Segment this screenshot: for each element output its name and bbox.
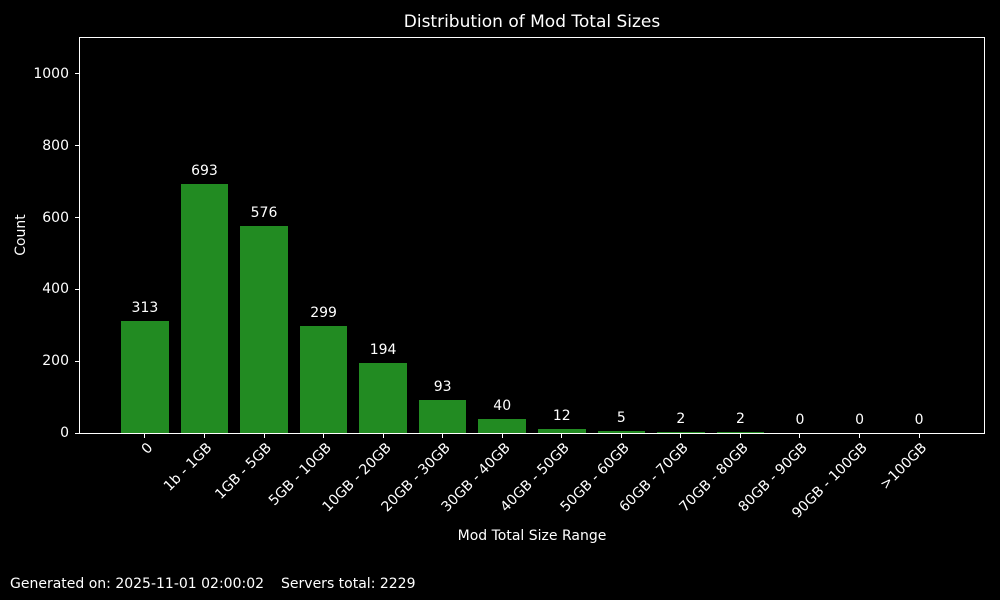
x-tick-mark bbox=[323, 434, 325, 438]
bar-value-label: 2 bbox=[735, 411, 745, 428]
x-tick-mark bbox=[203, 434, 205, 438]
bar-value-label: 576 bbox=[250, 205, 278, 222]
x-tick-mark bbox=[442, 434, 444, 438]
y-tick-mark bbox=[75, 432, 79, 434]
x-tick-mark bbox=[799, 434, 801, 438]
bar bbox=[240, 226, 288, 433]
bar bbox=[180, 184, 229, 433]
servers-total-text: Servers total: 2229 bbox=[281, 576, 416, 592]
y-tick-mark bbox=[75, 217, 79, 219]
y-tick-label: 800 bbox=[42, 137, 69, 154]
x-tick-label: >100GB bbox=[877, 440, 931, 493]
chart-title: Distribution of Mod Total Sizes bbox=[403, 12, 661, 32]
bar bbox=[597, 431, 646, 433]
bar-value-label: 93 bbox=[433, 378, 452, 395]
bar bbox=[359, 363, 407, 433]
footer: Generated on: 2025-11-01 02:00:02 Servers… bbox=[10, 576, 416, 592]
x-tick-mark bbox=[561, 434, 563, 438]
y-tick-mark bbox=[75, 288, 79, 290]
bar bbox=[537, 428, 586, 433]
bar-value-label: 299 bbox=[310, 304, 337, 321]
bar-value-label: 0 bbox=[855, 412, 864, 428]
bar bbox=[716, 432, 765, 433]
y-tick-mark bbox=[75, 73, 79, 75]
x-tick-mark bbox=[918, 434, 920, 438]
bar bbox=[121, 320, 169, 433]
x-tick-label: 1b - 1GB bbox=[161, 440, 216, 495]
plot-area: 313 693 576 299 194 93 40 12 5 2 2 0 0 0 bbox=[79, 37, 985, 434]
bar-value-label: 2 bbox=[676, 411, 686, 428]
x-axis-label: Mod Total Size Range bbox=[457, 528, 607, 544]
x-tick-mark bbox=[859, 434, 861, 438]
y-tick-label: 600 bbox=[42, 209, 69, 226]
bar bbox=[478, 418, 527, 433]
x-tick-label: 1GB - 5GB bbox=[212, 440, 276, 503]
bar-value-label: 693 bbox=[191, 163, 218, 180]
bar bbox=[418, 399, 467, 433]
x-tick-mark bbox=[620, 434, 622, 438]
bar bbox=[657, 432, 705, 433]
x-tick-mark bbox=[680, 434, 682, 438]
bar-value-label: 313 bbox=[131, 299, 159, 316]
y-tick-label: 0 bbox=[60, 425, 69, 441]
bar-value-label: 12 bbox=[552, 407, 571, 424]
bar-value-label: 194 bbox=[369, 342, 397, 359]
bar-value-label: 0 bbox=[795, 412, 805, 428]
y-tick-label: 400 bbox=[42, 281, 69, 298]
x-tick-mark bbox=[501, 434, 503, 438]
generated-on-text: Generated on: 2025-11-01 02:00:02 bbox=[10, 576, 265, 592]
bar bbox=[299, 325, 348, 433]
x-tick-mark bbox=[382, 434, 384, 438]
bar-value-label: 40 bbox=[493, 397, 512, 414]
bar-value-label: 5 bbox=[616, 410, 626, 427]
x-tick-mark bbox=[144, 434, 146, 438]
x-tick-mark bbox=[739, 434, 741, 438]
y-tick-mark bbox=[75, 145, 79, 147]
x-tick-mark bbox=[263, 434, 265, 438]
x-tick-label: 0 bbox=[138, 440, 157, 458]
y-tick-mark bbox=[75, 360, 79, 362]
y-tick-label: 1000 bbox=[33, 65, 69, 82]
bar-value-label: 0 bbox=[914, 412, 924, 428]
y-tick-label: 200 bbox=[42, 353, 69, 370]
